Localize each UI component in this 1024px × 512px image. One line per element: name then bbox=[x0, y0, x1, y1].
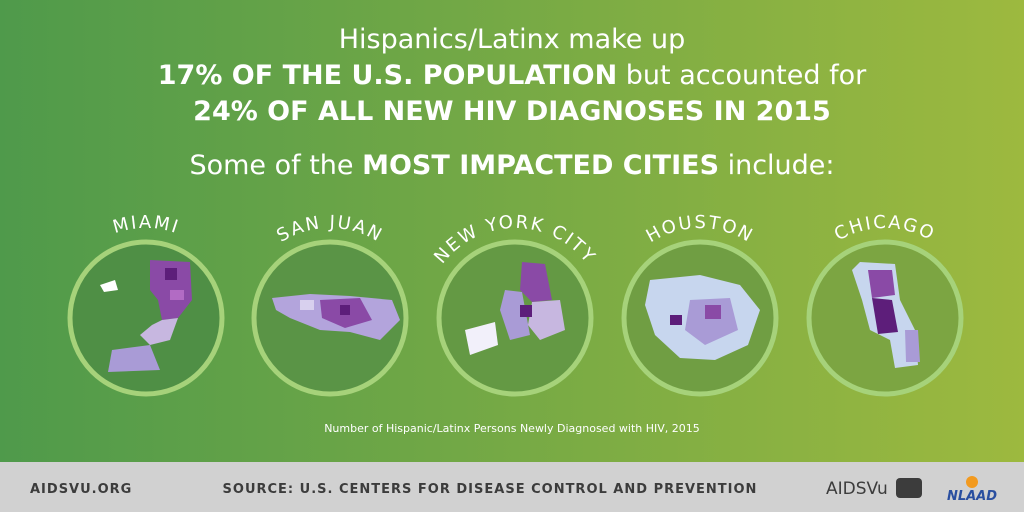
map-region bbox=[100, 280, 118, 292]
subheading-text: Some of the bbox=[189, 150, 362, 181]
map-region bbox=[340, 305, 350, 315]
map-region bbox=[108, 345, 160, 372]
subheading-bold: MOST IMPACTED CITIES bbox=[362, 150, 719, 181]
map-region bbox=[465, 322, 498, 355]
footer-source: SOURCE: U.S. CENTERS FOR DISEASE CONTROL… bbox=[223, 482, 758, 497]
logo-sun bbox=[966, 476, 978, 488]
map-region bbox=[528, 300, 565, 340]
map-region bbox=[685, 298, 738, 345]
headline-bold: 17% OF THE U.S. POPULATION bbox=[158, 60, 617, 91]
headline-line: 24% OF ALL NEW HIV DIAGNOSES IN 2015 bbox=[193, 96, 831, 127]
logo-aidsvu: AIDSVu bbox=[826, 479, 888, 499]
headline-text: Hispanics/Latinx make up bbox=[339, 24, 686, 55]
map-region bbox=[520, 262, 552, 302]
logo-nlaad: NLAAD bbox=[947, 489, 997, 504]
map-region bbox=[520, 305, 532, 317]
footer bbox=[0, 462, 1024, 512]
headline-text: but accounted for bbox=[617, 60, 867, 91]
map-region bbox=[170, 290, 184, 300]
map-region bbox=[705, 305, 721, 319]
map-region bbox=[872, 298, 898, 334]
map-region bbox=[905, 330, 920, 362]
map-region bbox=[300, 300, 314, 310]
subheading: Some of the MOST IMPACTED CITIES include… bbox=[189, 150, 834, 181]
caption: Number of Hispanic/Latinx Persons Newly … bbox=[324, 422, 700, 435]
map-region bbox=[670, 315, 682, 325]
headline-bold: 24% OF ALL NEW HIV DIAGNOSES IN 2015 bbox=[193, 96, 831, 127]
map-region bbox=[140, 318, 178, 345]
subheading-text: include: bbox=[719, 150, 835, 181]
headline-line: 17% OF THE U.S. POPULATION but accounted… bbox=[158, 60, 867, 91]
map-region bbox=[500, 290, 530, 340]
footer-website: AIDSVU.ORG bbox=[30, 482, 132, 497]
map-region bbox=[868, 270, 895, 298]
map-region bbox=[165, 268, 177, 280]
headline-line: Hispanics/Latinx make up bbox=[339, 24, 686, 55]
city-circle bbox=[67, 239, 225, 397]
logo-icon bbox=[896, 478, 922, 498]
city-maps bbox=[100, 260, 920, 372]
